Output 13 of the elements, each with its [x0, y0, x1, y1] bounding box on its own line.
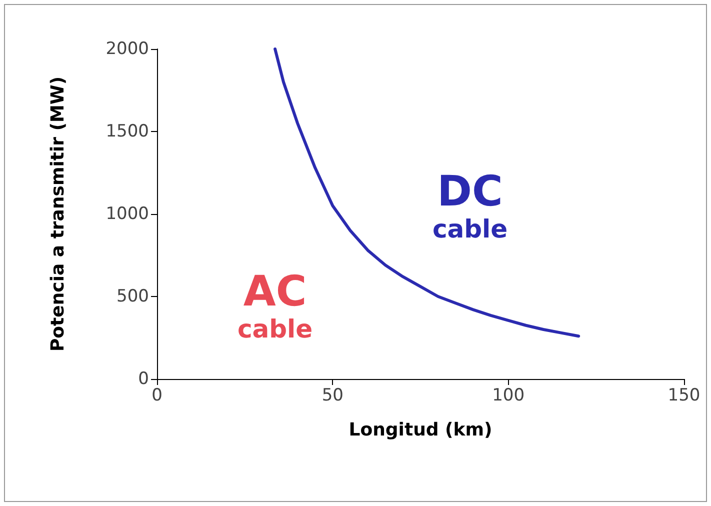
y-tick-label: 1500 — [106, 122, 149, 142]
y-tick-label: 0 — [138, 369, 149, 389]
x-axis-title: Longitud (km) — [348, 420, 492, 440]
y-tick-label: 1000 — [106, 204, 149, 224]
x-tick-label: 0 — [152, 386, 162, 406]
x-tick-label: 100 — [492, 386, 525, 406]
annotation: AC cable — [237, 266, 313, 344]
y-axis-title: Potencia a transmitir (MW) — [48, 76, 68, 352]
x-tick-label: 150 — [668, 386, 700, 406]
y-tick-label: 2000 — [106, 39, 149, 59]
y-tick-label: 500 — [116, 286, 149, 306]
x-tick-label: 50 — [322, 386, 344, 406]
annotation: DC cable — [432, 166, 508, 244]
